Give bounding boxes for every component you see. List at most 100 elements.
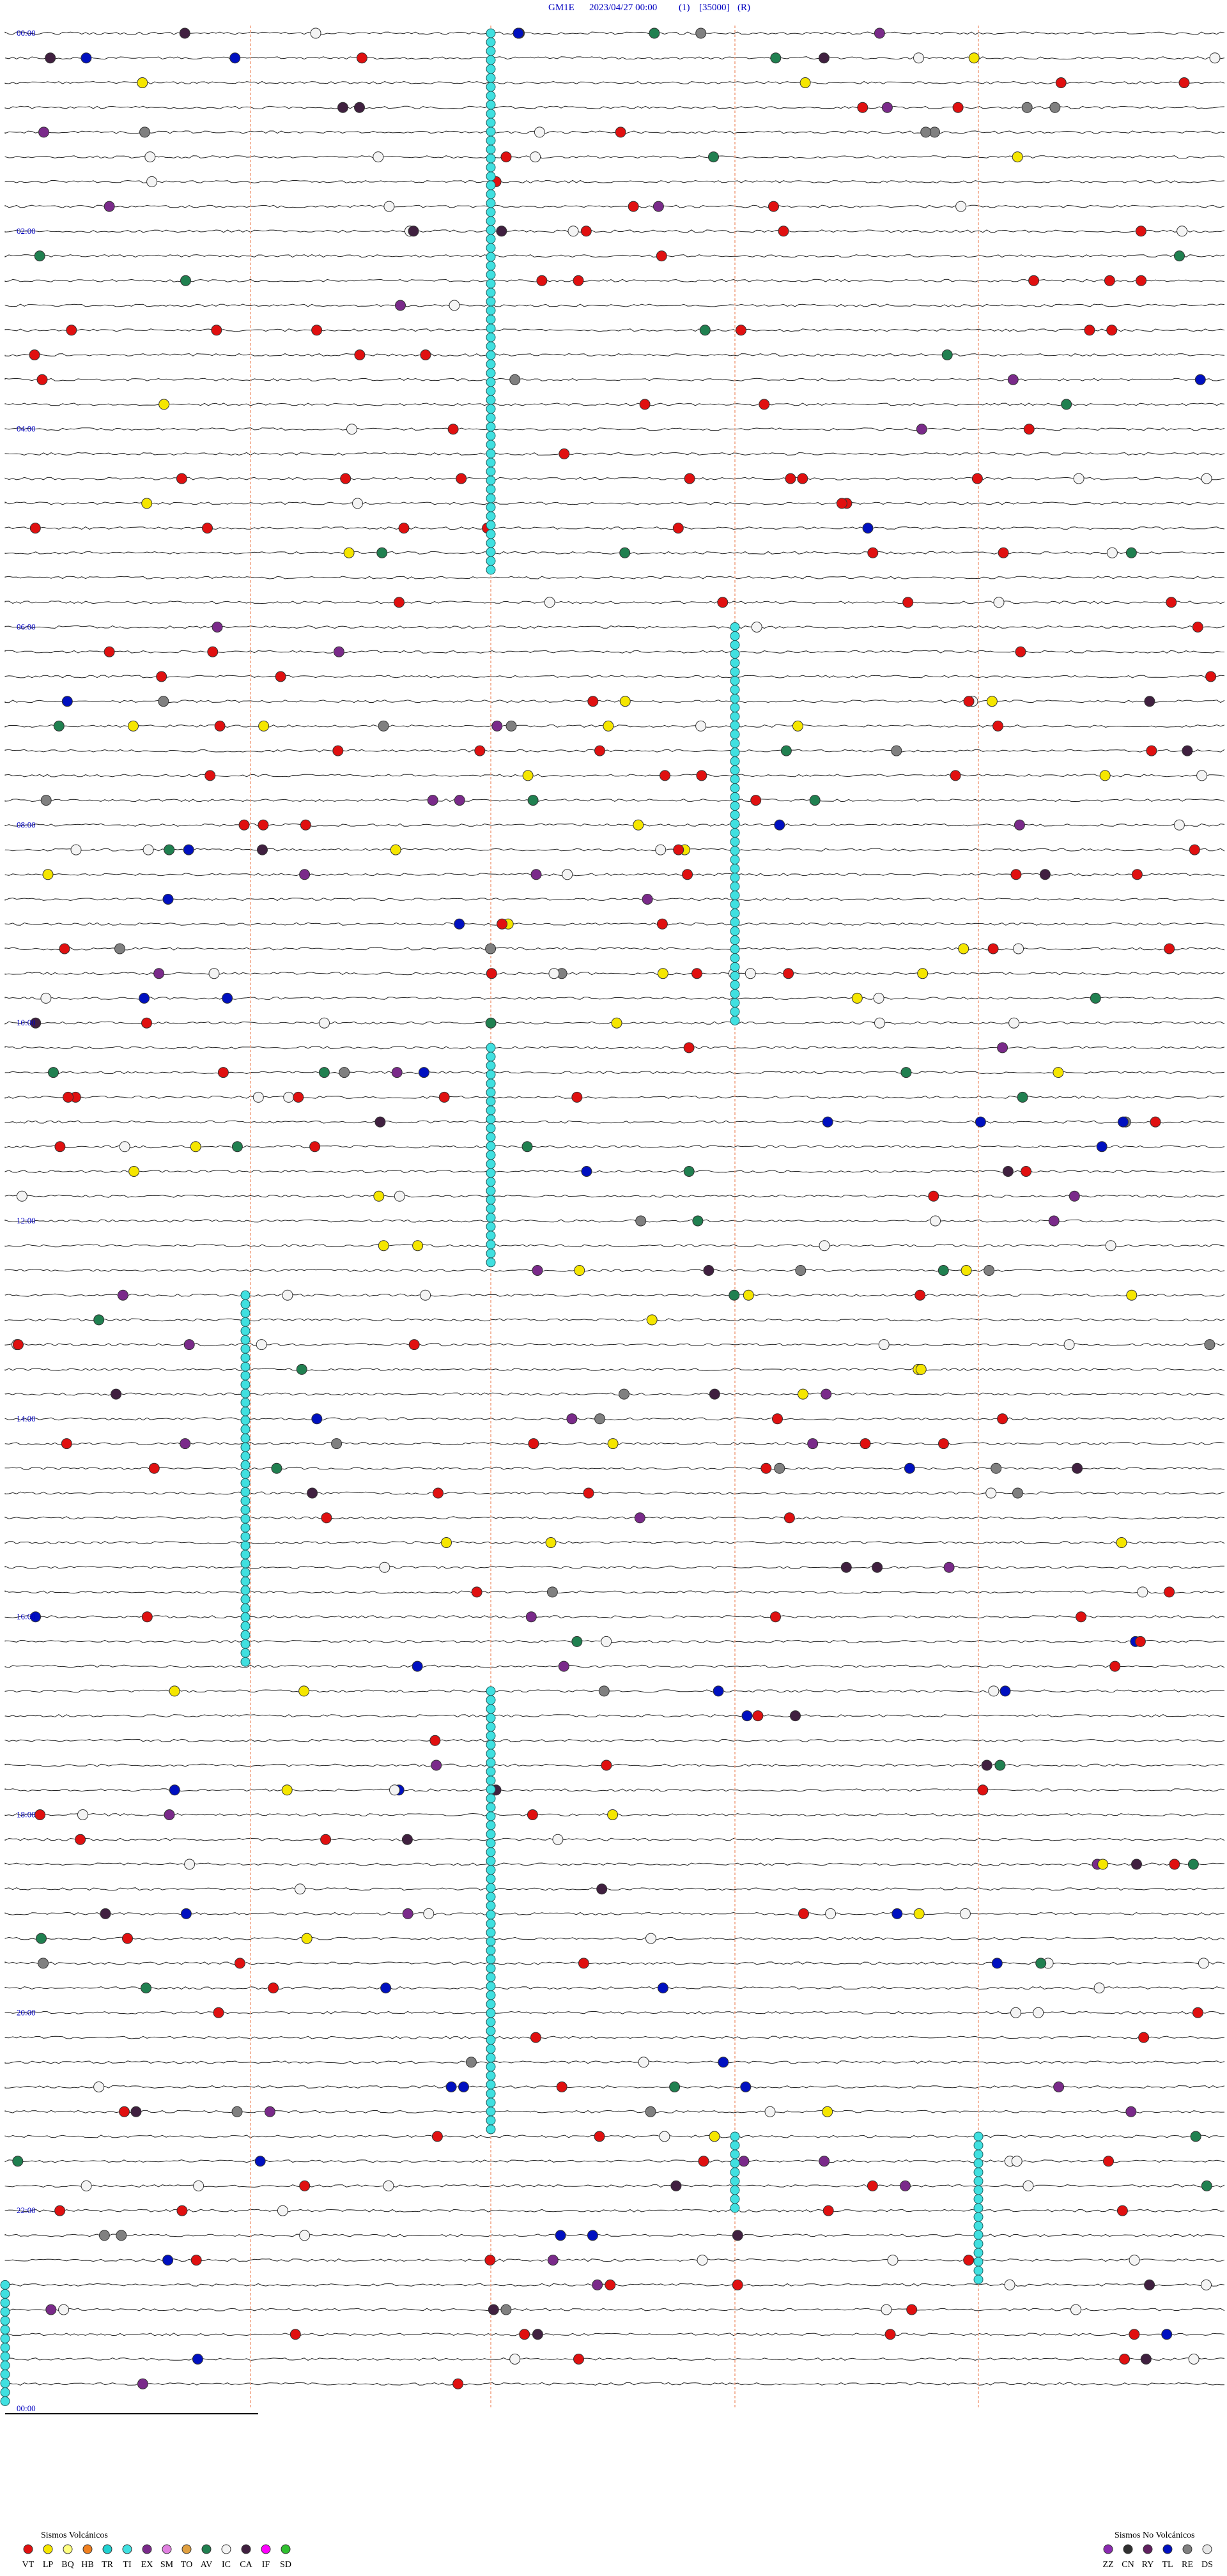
event xyxy=(337,102,348,113)
tremor xyxy=(486,1043,496,1053)
event xyxy=(346,424,357,435)
event xyxy=(605,2279,616,2290)
event xyxy=(282,1289,293,1301)
tremor xyxy=(486,1874,496,1884)
tremor xyxy=(486,135,496,146)
event xyxy=(1144,2279,1155,2290)
event xyxy=(1131,869,1143,880)
tremor xyxy=(486,511,496,521)
event xyxy=(697,2255,708,2266)
trace xyxy=(4,130,1225,134)
tremor xyxy=(240,1469,251,1479)
event xyxy=(1201,473,1212,484)
tremor xyxy=(486,1972,496,1982)
event xyxy=(778,226,789,237)
event xyxy=(153,968,165,979)
tremor xyxy=(240,1478,251,1488)
tremor xyxy=(240,1612,251,1622)
legend-label: CN xyxy=(1122,2560,1134,2570)
trace xyxy=(4,1120,1224,1124)
header: GM1E 2023/04/27 00:00 (1) [35000] (R) xyxy=(548,3,750,13)
event xyxy=(75,1834,86,1845)
trace xyxy=(4,105,1225,109)
trace xyxy=(4,724,1225,728)
tremor xyxy=(730,1007,740,1016)
event xyxy=(1049,102,1061,113)
event xyxy=(465,2057,477,2068)
tremor xyxy=(0,2333,10,2343)
event xyxy=(938,1265,949,1276)
tremor xyxy=(486,332,496,342)
trace xyxy=(4,1071,1225,1075)
event xyxy=(454,795,465,806)
event xyxy=(780,745,792,756)
tremor xyxy=(240,1603,251,1613)
event xyxy=(431,1759,442,1771)
tremor xyxy=(730,765,740,775)
tremor xyxy=(0,2378,10,2388)
tremor xyxy=(486,1722,496,1732)
event xyxy=(231,1141,243,1153)
event xyxy=(169,1685,180,1697)
tremor xyxy=(240,1540,251,1551)
legend-label: RE xyxy=(1182,2560,1193,2570)
event xyxy=(527,1809,538,1820)
tremor xyxy=(730,2158,740,2168)
trace xyxy=(4,2060,1225,2064)
event xyxy=(1097,1859,1109,1870)
event xyxy=(486,968,497,979)
event xyxy=(900,1067,912,1078)
trace xyxy=(4,1615,1225,1619)
tremor xyxy=(486,207,496,217)
trace xyxy=(4,2358,1225,2361)
tremor xyxy=(486,2115,496,2126)
event xyxy=(176,473,187,484)
tremor xyxy=(240,1630,251,1640)
trace xyxy=(4,1293,1225,1297)
event xyxy=(594,745,605,756)
event xyxy=(1144,696,1155,707)
event xyxy=(1002,1166,1014,1177)
event xyxy=(566,1413,578,1425)
trace xyxy=(4,1268,1225,1272)
tremor xyxy=(486,64,496,74)
tremor xyxy=(486,1096,496,1107)
trace xyxy=(4,947,1225,951)
event xyxy=(394,597,405,608)
tremor xyxy=(486,1195,496,1205)
event xyxy=(128,1166,140,1177)
event xyxy=(981,1759,992,1771)
event xyxy=(373,151,384,163)
event xyxy=(874,1017,885,1029)
event xyxy=(40,992,52,1004)
event xyxy=(998,547,1009,558)
event xyxy=(587,2230,598,2241)
event xyxy=(53,720,65,732)
event xyxy=(527,795,539,806)
event xyxy=(655,844,667,855)
tremor xyxy=(486,1105,496,1116)
event xyxy=(562,869,573,880)
tremor xyxy=(486,1168,496,1178)
tremor xyxy=(486,1954,496,1965)
event xyxy=(532,1265,543,1276)
tremor xyxy=(240,1326,251,1336)
event xyxy=(581,1166,592,1177)
event xyxy=(963,2255,975,2266)
event xyxy=(607,1809,619,1820)
tremor xyxy=(486,1910,496,1920)
tremor xyxy=(730,730,740,739)
event xyxy=(1033,2007,1044,2018)
tremor xyxy=(240,1648,251,1658)
event xyxy=(930,1215,941,1227)
hour-markers xyxy=(250,26,979,2409)
tremor xyxy=(486,475,496,486)
event xyxy=(1136,275,1147,286)
tremor xyxy=(486,1865,496,1875)
event xyxy=(114,943,125,954)
tremor xyxy=(0,2280,10,2290)
event xyxy=(158,399,170,410)
tremor xyxy=(730,998,740,1008)
legend-label: RY xyxy=(1142,2560,1154,2570)
tremor xyxy=(730,855,740,864)
